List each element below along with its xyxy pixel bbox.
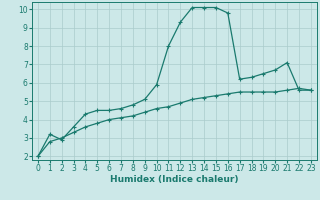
X-axis label: Humidex (Indice chaleur): Humidex (Indice chaleur): [110, 175, 239, 184]
